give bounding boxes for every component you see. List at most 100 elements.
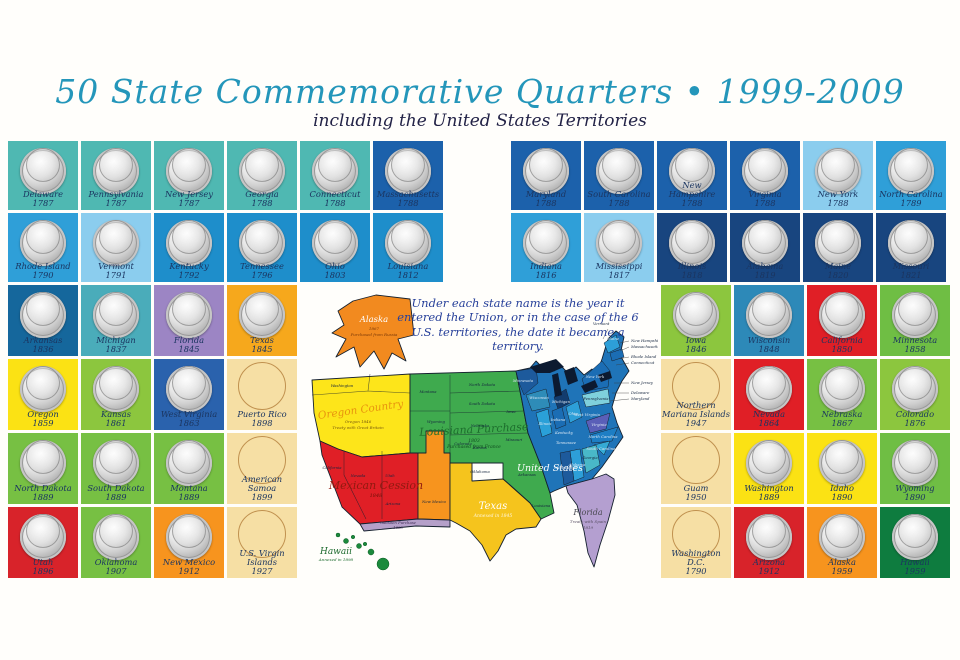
cell-label: Nebraska 1867 bbox=[821, 408, 863, 428]
grid-mid-right: Iowa 1846 Wisconsin 1848 California 1850 Minne… bbox=[661, 285, 950, 578]
cell-label: New Mexico 1912 bbox=[162, 556, 216, 576]
quarter-coin bbox=[20, 514, 66, 560]
cell-label: Oklahoma 1907 bbox=[94, 556, 138, 576]
quarter-coin bbox=[815, 148, 861, 194]
cell-label: Georgia 1788 bbox=[245, 188, 279, 208]
quarter-coin bbox=[166, 514, 212, 560]
cell-label: Tennessee 1796 bbox=[240, 260, 284, 280]
cell-massachusetts: Massachusetts 1788 bbox=[373, 141, 443, 210]
quarter-coin bbox=[20, 220, 66, 266]
state-label: New Hampshire bbox=[630, 338, 658, 343]
state-label: Missouri bbox=[505, 437, 524, 442]
cell-label: North Carolina 1789 bbox=[879, 188, 943, 208]
alaska-sub: Purchased from Russia bbox=[350, 332, 398, 337]
state-label: Pennsylvania bbox=[582, 396, 609, 401]
page-title: 50 State Commemorative Quarters • 1999-2… bbox=[55, 72, 905, 111]
state-labels-layer: Washington Montana North Dakota South Dakot… bbox=[322, 321, 658, 508]
quarter-coin bbox=[819, 514, 865, 560]
cell-label: South Dakota 1889 bbox=[87, 482, 145, 502]
quarter-coin bbox=[888, 220, 934, 266]
cell-washington-d-c-: Washington D.C. 1790 bbox=[661, 507, 731, 578]
empty-coin-slot bbox=[672, 436, 720, 484]
cell-label: Wyoming 1890 bbox=[895, 482, 935, 502]
florida-sub2: 1819 bbox=[583, 525, 594, 530]
quarter-coin bbox=[673, 292, 719, 338]
cell-alaska: Alaska 1959 bbox=[807, 507, 877, 578]
quarter-coin bbox=[523, 148, 569, 194]
quarter-coin bbox=[166, 292, 212, 338]
cell-texas: Texas 1845 bbox=[227, 285, 297, 356]
state-label: Montana bbox=[418, 389, 437, 394]
empty-coin-slot bbox=[672, 510, 720, 558]
cell-label: Texas 1845 bbox=[250, 334, 274, 354]
alaska-label: Alaska bbox=[359, 315, 389, 325]
quarter-coin bbox=[166, 440, 212, 486]
united-states-label: United States bbox=[517, 463, 583, 474]
cell-alabama: Alabama 1819 bbox=[730, 213, 800, 282]
cell-label: Oregon 1859 bbox=[27, 408, 59, 428]
cell-minnesota: Minnesota 1858 bbox=[880, 285, 950, 356]
cell-label: Ohio 1803 bbox=[324, 260, 346, 280]
state-label: Wyoming bbox=[427, 419, 446, 424]
cell-new-jersey: New Jersey 1787 bbox=[154, 141, 224, 210]
cell-connecticut: Connecticut 1788 bbox=[300, 141, 370, 210]
cell-label: Florida 1845 bbox=[173, 334, 205, 354]
map-region-florida bbox=[565, 473, 616, 568]
state-label: Arkansas bbox=[517, 472, 536, 477]
florida-sub1: Treaty with Spain bbox=[570, 519, 607, 524]
quarter-coin bbox=[815, 220, 861, 266]
cell-north-carolina: North Carolina 1789 bbox=[876, 141, 946, 210]
cell-label: Indiana 1816 bbox=[530, 260, 562, 280]
mexican-cession-label: Mexican Cession bbox=[328, 479, 423, 492]
quarter-coin bbox=[166, 366, 212, 412]
quarter-coin bbox=[742, 148, 788, 194]
cell-label: Massachusetts 1788 bbox=[376, 188, 440, 208]
state-label: Georgia bbox=[582, 455, 598, 460]
quarter-coin bbox=[746, 440, 792, 486]
cell-idaho: Idaho 1890 bbox=[807, 433, 877, 504]
cell-label: Iowa 1846 bbox=[685, 334, 707, 354]
cell-label: Minnesota 1858 bbox=[892, 334, 938, 354]
florida-label: Florida bbox=[572, 508, 602, 517]
state-label: West Virginia bbox=[574, 412, 601, 417]
cell-label: Northern Mariana Islands 1947 bbox=[662, 399, 730, 428]
hawaii-islands bbox=[335, 532, 390, 571]
empty-coin-slot bbox=[238, 436, 286, 484]
state-label: Utah bbox=[385, 473, 395, 478]
cell-label: Nevada 1864 bbox=[752, 408, 786, 428]
louisiana-purchase-sub1: 1803 bbox=[468, 438, 480, 444]
cell-northern-mariana-islands: Northern Mariana Islands 1947 bbox=[661, 359, 731, 430]
cell-label: Rhode Island 1790 bbox=[15, 260, 71, 280]
cell-tennessee: Tennessee 1796 bbox=[227, 213, 297, 282]
state-label: Ohio bbox=[568, 411, 578, 416]
quarter-coin bbox=[596, 220, 642, 266]
state-label: Louisiana bbox=[531, 503, 551, 508]
grid-top-left: Delaware 1787 Pennsylvania 1787 New Jersey 17… bbox=[8, 141, 443, 282]
state-label: South Carolina bbox=[587, 446, 617, 451]
cell-virginia: Virginia 1788 bbox=[730, 141, 800, 210]
quarter-coin bbox=[166, 220, 212, 266]
state-label: New Jersey bbox=[630, 380, 654, 385]
cell-indiana: Indiana 1816 bbox=[511, 213, 581, 282]
state-label: Michigan bbox=[551, 399, 571, 404]
alaska-year: 1867 bbox=[369, 326, 380, 331]
quarter-coin bbox=[596, 148, 642, 194]
quarter-coin bbox=[819, 292, 865, 338]
cell-pennsylvania: Pennsylvania 1787 bbox=[81, 141, 151, 210]
quarter-coin bbox=[669, 148, 715, 194]
empty-coin-slot bbox=[672, 362, 720, 410]
state-label: Mississippi bbox=[553, 465, 576, 470]
map-region-gadsden-purchase bbox=[359, 518, 451, 532]
quarter-coin bbox=[312, 220, 358, 266]
quarter-coin bbox=[93, 440, 139, 486]
quarter-coin bbox=[819, 440, 865, 486]
state-label: Nevada bbox=[350, 473, 366, 478]
cell-illinois: Illinois 1818 bbox=[657, 213, 727, 282]
state-label: North Dakota bbox=[468, 382, 496, 387]
quarter-coin bbox=[20, 440, 66, 486]
cell-label: Maine 1820 bbox=[824, 260, 852, 280]
cell-new-york: New York 1788 bbox=[803, 141, 873, 210]
hawaii-sub1: Annexed in 1898 bbox=[318, 557, 354, 562]
cell-label: California 1850 bbox=[821, 334, 863, 354]
